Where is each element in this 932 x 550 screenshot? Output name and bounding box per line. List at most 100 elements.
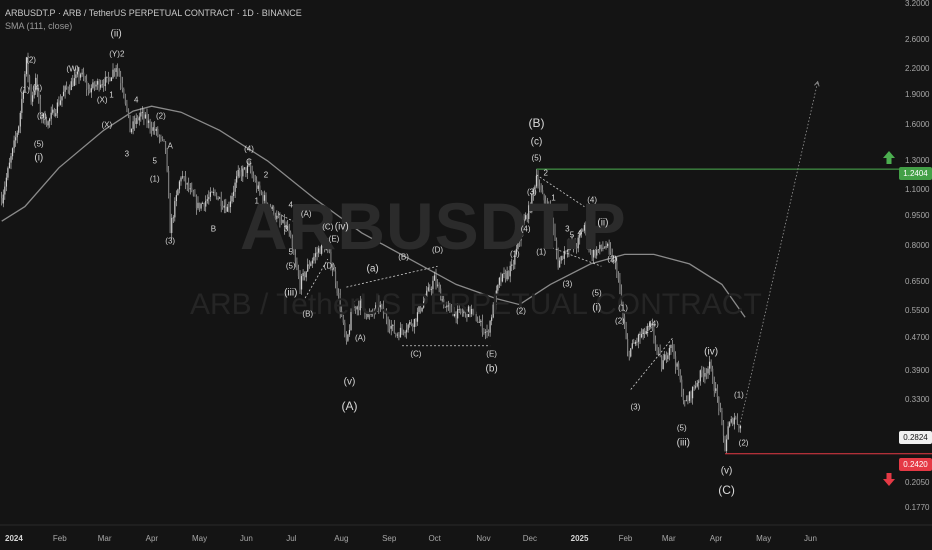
candle-body <box>53 109 55 117</box>
wave-label: (b) <box>485 363 498 375</box>
sma-layer <box>1 105 746 318</box>
candle-body <box>398 334 400 338</box>
candle-body <box>708 361 711 369</box>
candle-body <box>333 270 335 272</box>
candle-body <box>183 176 185 178</box>
candle-body <box>517 241 519 249</box>
wave-dashed-line <box>630 337 673 390</box>
candle-body <box>738 424 740 429</box>
x-tick-label: May <box>192 534 208 543</box>
candle-body <box>285 225 287 229</box>
candle-body <box>475 311 477 321</box>
candle-body <box>661 356 663 370</box>
candle-body <box>508 271 510 277</box>
candle-body <box>188 183 190 190</box>
candle-body <box>39 98 41 117</box>
candle-body <box>287 225 289 229</box>
candle-body <box>695 386 697 388</box>
candle-body <box>450 306 453 313</box>
candle-body <box>242 168 244 177</box>
candle-body <box>104 77 106 87</box>
wave-label: 2 <box>120 49 125 59</box>
candle-body <box>540 187 542 191</box>
candle-body <box>543 194 545 201</box>
candle-body <box>290 232 292 239</box>
candle-body <box>361 300 363 304</box>
candle-body <box>633 343 635 345</box>
candle-body <box>197 202 199 209</box>
candle-body <box>458 309 460 310</box>
candle-body <box>644 329 646 334</box>
indicator-label: SMA (111, close) <box>5 21 73 31</box>
wave-label: (1) <box>20 85 30 95</box>
candle-body <box>132 121 134 129</box>
candle-body <box>157 128 159 137</box>
wave-label: (Y) <box>109 49 120 59</box>
candle-body <box>202 203 204 204</box>
candle-body <box>664 354 666 361</box>
wave-label: 4 <box>288 200 293 210</box>
candle-body <box>404 332 406 334</box>
candle-body <box>172 217 174 219</box>
candle-body <box>594 250 596 256</box>
candle-body <box>319 248 321 254</box>
candle-body <box>718 397 720 409</box>
wave-label: 2 <box>543 168 548 178</box>
candle-body <box>492 304 494 318</box>
candle-body <box>191 188 193 191</box>
candle-body <box>647 326 649 332</box>
candle-body <box>118 71 120 77</box>
wave-label: (X) <box>101 120 113 130</box>
candle-body <box>679 374 681 380</box>
candle-body <box>198 202 201 209</box>
candle-body <box>47 121 49 126</box>
candle-body <box>327 244 329 248</box>
wave-dashed-line <box>551 247 602 267</box>
wave-label: 5 <box>288 247 293 257</box>
wave-label: (1) <box>509 249 520 259</box>
candle-body <box>674 356 677 367</box>
candle-body <box>500 277 502 282</box>
candle-body <box>577 237 579 249</box>
candle-body <box>141 111 143 113</box>
candle-body <box>429 287 431 290</box>
candle-body <box>178 181 181 190</box>
wave-label: (5) <box>591 288 602 298</box>
candle-body <box>33 90 35 96</box>
candle-body <box>685 400 687 402</box>
candle-body <box>11 148 14 157</box>
candle-body <box>600 244 602 249</box>
candle-body <box>472 308 474 310</box>
candle-body <box>466 309 468 318</box>
candle-body <box>146 114 148 123</box>
wave-label: (3) <box>37 111 47 121</box>
candle-body <box>195 196 198 209</box>
candle-body <box>687 400 689 402</box>
candle-body <box>126 103 128 109</box>
candle-body <box>113 69 116 72</box>
candle-body <box>562 256 564 259</box>
candle-body <box>514 254 516 265</box>
candle-body <box>620 289 623 305</box>
candle-body <box>76 71 79 75</box>
wave-label: (C) <box>322 222 334 232</box>
candle-body <box>152 127 154 131</box>
y-tick-label: 1.9000 <box>905 89 930 99</box>
x-tick-label: Dec <box>522 534 537 543</box>
candle-body <box>521 225 524 237</box>
candle-body <box>622 304 624 317</box>
candle-body <box>112 69 114 78</box>
candle-body <box>392 324 394 326</box>
candle-body <box>117 68 119 72</box>
candle-body <box>625 327 627 339</box>
sma-line <box>1 105 746 318</box>
candle-body <box>302 273 304 277</box>
wave-label: (B) <box>302 309 314 319</box>
y-tick-label: 0.9500 <box>905 210 930 220</box>
candle-body <box>325 244 327 251</box>
candle-body <box>362 303 364 310</box>
candle-body <box>334 271 337 284</box>
candle-body <box>300 276 303 290</box>
candle-body <box>154 127 156 131</box>
